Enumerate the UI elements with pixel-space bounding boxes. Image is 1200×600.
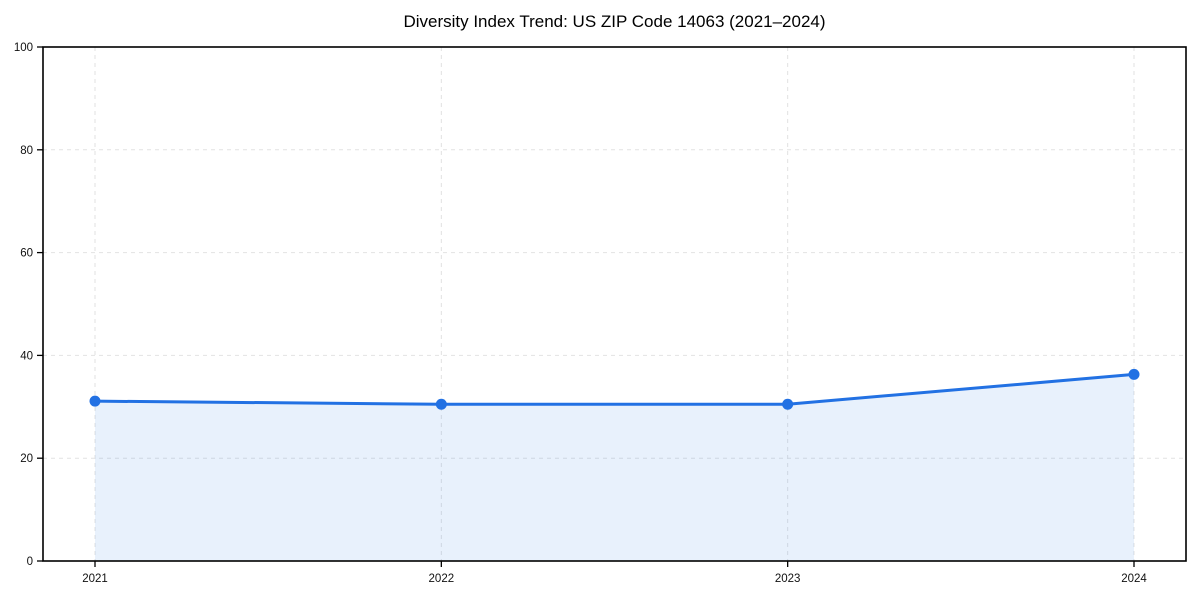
data-point <box>435 398 447 410</box>
y-tick-label: 20 <box>20 453 33 465</box>
y-tick-label: 40 <box>20 350 33 362</box>
area-fill <box>95 374 1134 561</box>
y-tick-label: 80 <box>20 145 33 157</box>
x-tick-label: 2024 <box>1121 573 1147 585</box>
y-tick-label: 0 <box>27 556 33 568</box>
x-tick-label: 2022 <box>429 573 455 585</box>
x-tick-label: 2021 <box>82 573 108 585</box>
chart-title: Diversity Index Trend: US ZIP Code 14063… <box>403 12 826 31</box>
y-tick-label: 60 <box>20 248 33 260</box>
x-tick-label: 2023 <box>775 573 801 585</box>
data-point <box>782 398 794 410</box>
y-tick-label: 100 <box>14 42 33 54</box>
data-point <box>89 395 101 407</box>
trend-line <box>93 372 1136 406</box>
plot-border <box>42 46 1187 562</box>
data-point <box>1128 368 1140 380</box>
